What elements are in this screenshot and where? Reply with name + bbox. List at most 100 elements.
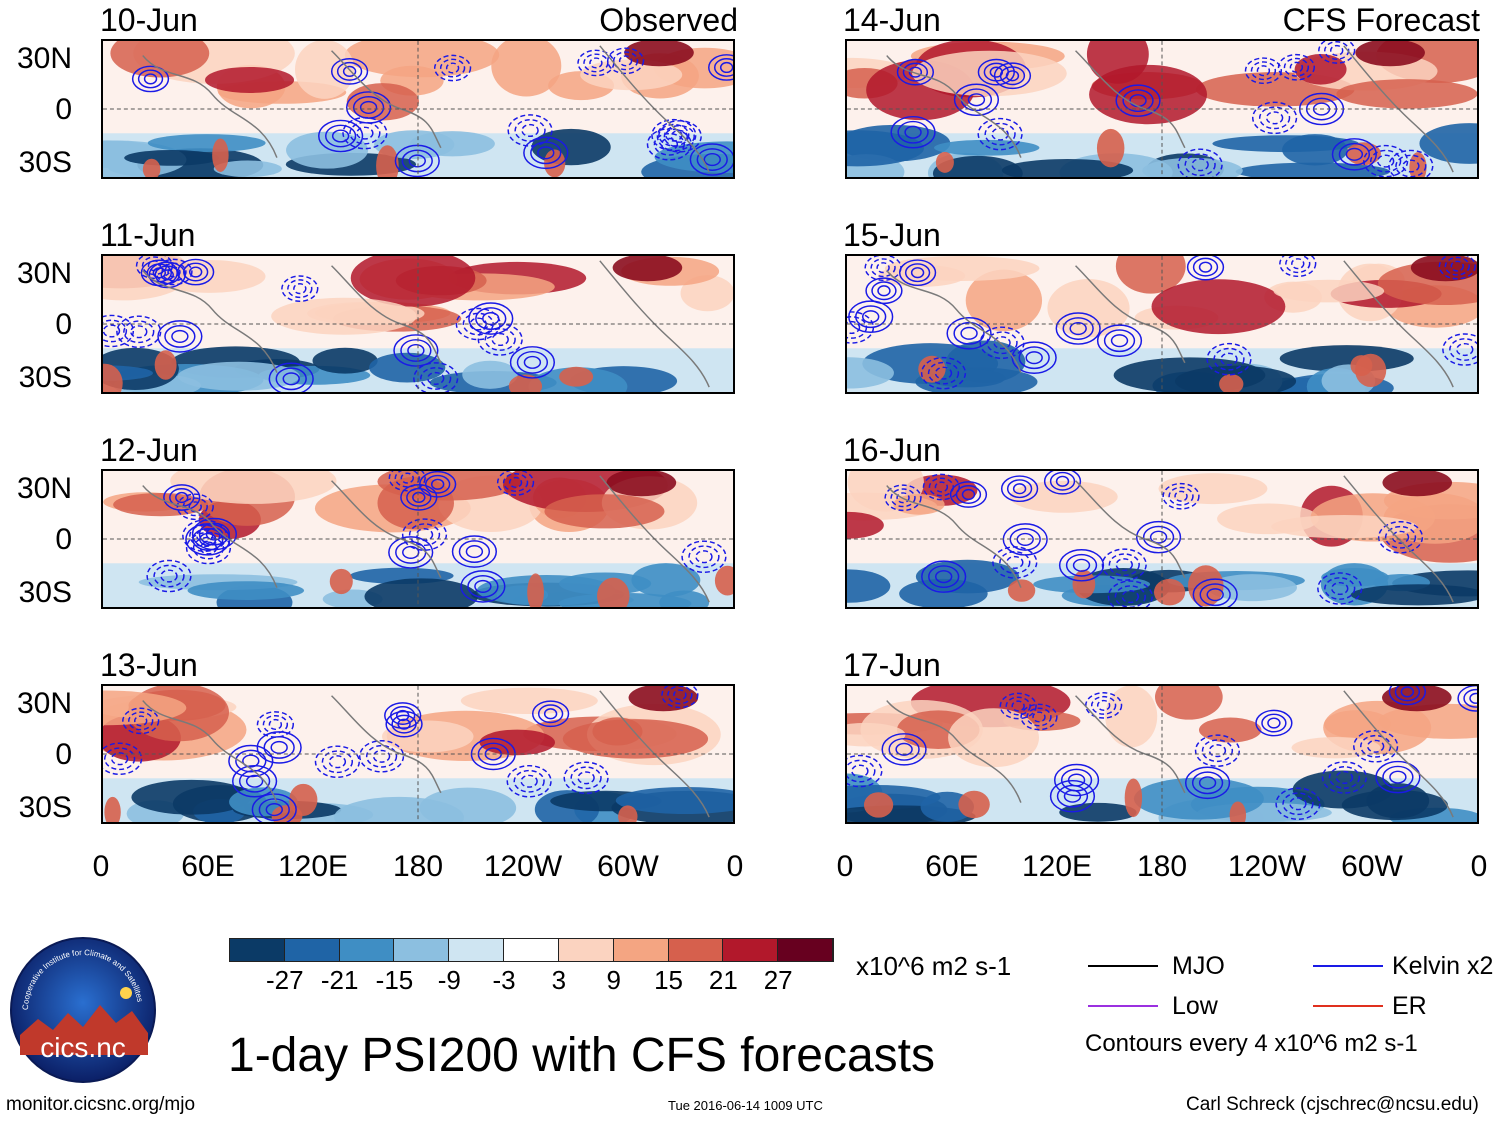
contour-line bbox=[896, 58, 935, 86]
contour-line bbox=[268, 718, 283, 731]
contour-line bbox=[1331, 138, 1377, 171]
contour-line bbox=[385, 710, 423, 738]
contour-line bbox=[242, 754, 260, 768]
contour-line bbox=[128, 711, 154, 731]
anomaly-blob bbox=[847, 569, 891, 603]
anomaly-blob bbox=[344, 41, 500, 78]
anomaly-blob bbox=[187, 581, 305, 600]
coastline bbox=[886, 270, 1022, 373]
colorbar-frame bbox=[229, 938, 834, 962]
coastline bbox=[1343, 260, 1454, 388]
anomaly-spot bbox=[508, 374, 543, 392]
contour-line bbox=[103, 742, 143, 776]
contour-line bbox=[148, 261, 186, 289]
contour-line bbox=[1055, 475, 1070, 487]
contour-line bbox=[847, 320, 861, 335]
contour-line bbox=[359, 100, 378, 115]
anomaly-spot bbox=[1007, 579, 1036, 602]
anomaly-spot bbox=[376, 145, 399, 177]
contour-line bbox=[394, 471, 420, 488]
contour-line bbox=[256, 731, 302, 764]
anomaly-spot bbox=[606, 471, 677, 497]
contour-line bbox=[922, 473, 960, 501]
contour-line bbox=[474, 579, 492, 593]
contour-line bbox=[1318, 41, 1356, 64]
contour-line bbox=[1162, 482, 1200, 510]
anomaly-spot bbox=[142, 158, 161, 177]
contour-line bbox=[1335, 770, 1354, 785]
colorbar-swatch bbox=[449, 939, 505, 961]
contour-line bbox=[393, 334, 439, 367]
contour-line bbox=[1388, 686, 1426, 706]
contour-line bbox=[1006, 479, 1033, 499]
contour-line bbox=[612, 51, 639, 71]
contour-line bbox=[1256, 65, 1271, 77]
contour-line bbox=[661, 686, 699, 709]
contour-line bbox=[342, 65, 357, 77]
contour-line bbox=[1283, 57, 1310, 77]
anomaly-blob bbox=[462, 360, 518, 389]
lon-label: 120W bbox=[483, 850, 563, 883]
lon-label: 120E bbox=[277, 850, 349, 883]
contour-note: Contours every 4 x10^6 m2 s-1 bbox=[1085, 1030, 1418, 1057]
anomaly-blob bbox=[927, 368, 1006, 388]
map-panel bbox=[845, 39, 1479, 179]
contour-line bbox=[1108, 553, 1140, 577]
contour-line bbox=[176, 493, 214, 521]
contour-line bbox=[135, 256, 174, 280]
contour-line bbox=[103, 324, 121, 338]
contour-line bbox=[881, 733, 927, 766]
contour-line bbox=[1382, 765, 1414, 789]
contour-line bbox=[1255, 709, 1293, 737]
anomaly-blob bbox=[544, 494, 665, 529]
contour-line bbox=[910, 267, 925, 279]
contour-line bbox=[406, 487, 432, 507]
coastline bbox=[142, 700, 278, 803]
contour-line bbox=[851, 764, 869, 778]
contour-line bbox=[394, 144, 440, 177]
anomaly-spot bbox=[1355, 41, 1425, 67]
contour-line bbox=[460, 570, 506, 603]
contour-line bbox=[855, 305, 887, 329]
footer-author: Carl Schreck (cjschrec@ncsu.edu) bbox=[1186, 1094, 1479, 1115]
contour-line bbox=[888, 737, 920, 761]
contour-line bbox=[1285, 256, 1311, 274]
contour-line bbox=[1065, 553, 1098, 577]
main-title: 1-day PSI200 with CFS forecasts bbox=[228, 1029, 935, 1082]
contour-line bbox=[667, 686, 693, 705]
contour-line bbox=[523, 355, 542, 369]
contour-line bbox=[1220, 352, 1238, 366]
contour-line bbox=[157, 320, 203, 353]
legend-label-mjo: MJO bbox=[1172, 952, 1225, 980]
contour-line bbox=[1449, 338, 1477, 361]
contour-line bbox=[1192, 257, 1219, 277]
anomaly-spot bbox=[1153, 578, 1186, 606]
coastline bbox=[142, 270, 278, 373]
contour-line bbox=[388, 471, 426, 492]
contour-line bbox=[1366, 739, 1385, 753]
contour-line bbox=[1377, 521, 1424, 554]
contour-line bbox=[433, 54, 472, 82]
colorbar-swatch bbox=[504, 939, 559, 961]
colorbar-tick-label: -21 bbox=[320, 965, 359, 995]
anomaly-blob bbox=[932, 155, 1023, 177]
contour-line bbox=[1463, 688, 1477, 708]
contour-line bbox=[719, 61, 733, 74]
contour-line bbox=[408, 523, 441, 547]
contour-line bbox=[688, 545, 720, 569]
contour-line bbox=[425, 474, 451, 494]
coastline bbox=[599, 475, 710, 603]
contour-line bbox=[876, 262, 890, 274]
contour-line bbox=[1121, 590, 1140, 604]
contour-line bbox=[1103, 329, 1136, 353]
contour-line bbox=[904, 125, 922, 139]
contour-line bbox=[160, 569, 178, 583]
panel-date: 10-Jun bbox=[100, 2, 198, 38]
footer-url[interactable]: monitor.cicsnc.org/mjo bbox=[6, 1094, 196, 1115]
contour-line bbox=[993, 336, 1011, 350]
contour-line bbox=[1049, 779, 1096, 813]
contour-line bbox=[1049, 471, 1076, 491]
contour-line bbox=[1267, 717, 1281, 729]
contour-line bbox=[1265, 111, 1284, 125]
contour-line bbox=[1252, 101, 1298, 135]
